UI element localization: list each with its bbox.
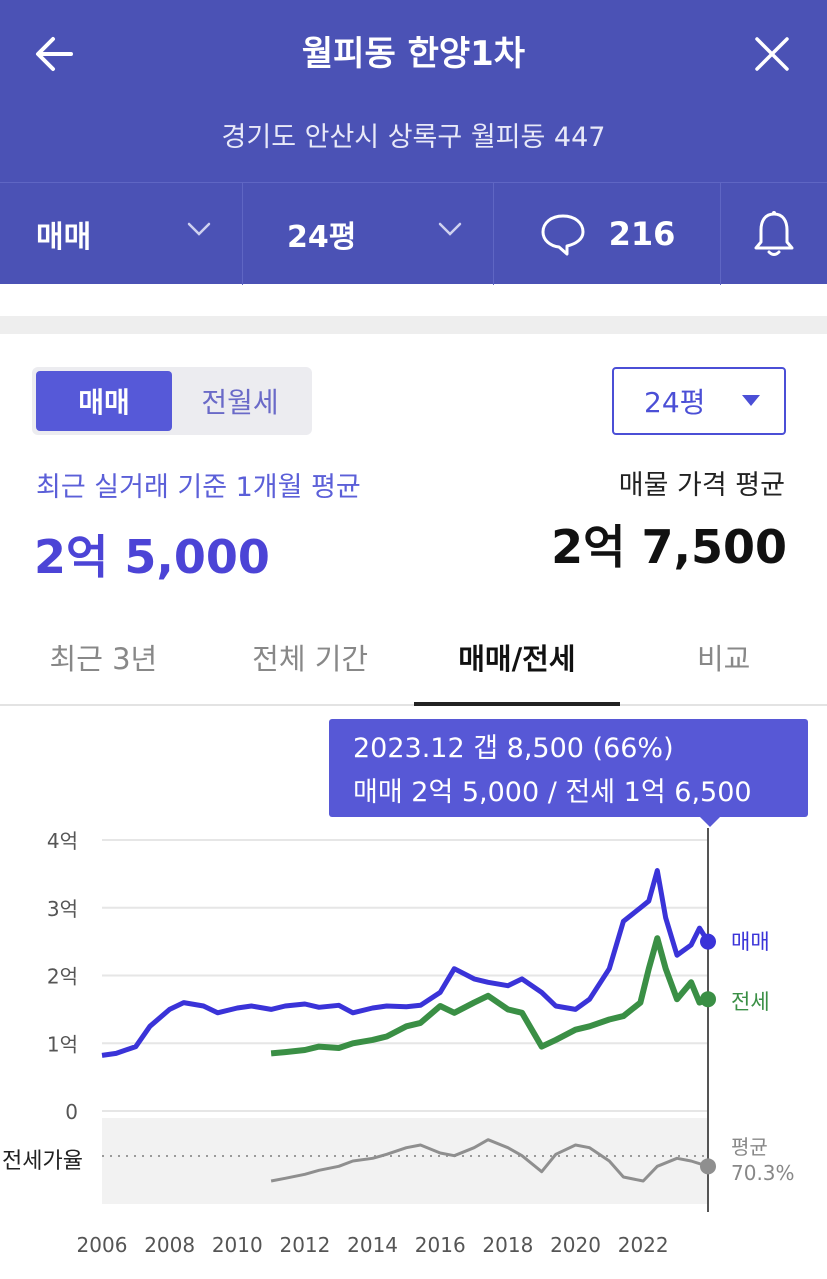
ratio-end-point [700, 1158, 716, 1175]
size-label: 24평 [287, 220, 357, 255]
x-tick-label: 2006 [77, 1233, 128, 1257]
listing-avg-value: 2억 7,500 [551, 520, 787, 574]
trade-segment-control: 매매 전월세 [32, 367, 312, 435]
tooltip-line-2: 매매 2억 5,000 / 전세 1억 6,500 [353, 777, 752, 808]
jeonse-series-line [270, 935, 710, 1057]
close-button[interactable] [748, 30, 796, 78]
jeonse-end-label: 전세 [731, 990, 770, 1014]
comment-count: 216 [608, 215, 676, 253]
chevron-down-icon [187, 222, 211, 236]
sale-end-label: 매매 [731, 930, 770, 954]
app-header: 월피동 한양1차 경기도 안산시 상록구 월피동 447 매매 24평 216 [0, 0, 827, 285]
tab-compare[interactable]: 비교 [696, 642, 751, 676]
trade-type-dropdown[interactable]: 매매 [0, 183, 243, 285]
ratio-series-line [270, 1138, 709, 1183]
segment-rent[interactable]: 전월세 [201, 386, 279, 419]
tab-sale-jeonse[interactable]: 매매/전세 [413, 610, 621, 706]
x-tick-label: 2010 [212, 1233, 263, 1257]
ratio-label: 전세가율 [2, 1149, 83, 1174]
y-tick-label: 2억 [47, 965, 78, 989]
chevron-down-icon [438, 222, 462, 236]
tab-recent-3y[interactable]: 최근 3년 [49, 642, 158, 676]
ratio-band [102, 1118, 708, 1204]
x-axis-labels: 2006 2008 2010 2012 2014 2016 2018 2020 2022 [77, 1233, 669, 1257]
x-tick-label: 2016 [415, 1233, 466, 1257]
jeonse-end-point [700, 991, 716, 1008]
listing-avg-label: 매물 가격 평균 [618, 470, 785, 501]
notification-button[interactable] [721, 183, 827, 285]
comment-bubble-icon [541, 214, 585, 256]
header-filter-bar: 매매 24평 216 [0, 182, 827, 285]
recent-avg-label: 최근 실거래 기준 1개월 평균 [36, 472, 361, 503]
tooltip-line-1: 2023.12 갭 8,500 (66%) [353, 733, 674, 764]
x-tick-label: 2008 [144, 1233, 195, 1257]
x-tick-label: 2020 [550, 1233, 601, 1257]
x-tick-label: 2012 [279, 1233, 330, 1257]
recent-avg-value: 2억 5,000 [34, 530, 270, 584]
page-title: 월피동 한양1차 [301, 34, 526, 74]
segment-sale[interactable]: 매매 [36, 371, 172, 431]
size-select[interactable]: 24평 [612, 367, 786, 435]
bell-icon [754, 211, 794, 256]
comments-button[interactable]: 216 [494, 183, 721, 285]
size-dropdown[interactable]: 24평 [243, 183, 494, 285]
x-tick-label: 2018 [482, 1233, 533, 1257]
period-tabs: 최근 3년 전체 기간 매매/전세 비교 [0, 610, 827, 706]
y-tick-label: 1억 [47, 1032, 78, 1056]
caret-down-icon [742, 395, 760, 406]
y-tick-label: 4억 [47, 829, 78, 853]
tab-all-period[interactable]: 전체 기간 [252, 642, 369, 676]
back-arrow-icon [36, 37, 73, 71]
y-axis-labels: 4억 3억 2억 1억 0 [47, 829, 78, 1124]
y-tick-label: 3억 [47, 897, 78, 921]
ratio-avg-label: 평균 [731, 1135, 768, 1159]
x-tick-label: 2014 [347, 1233, 398, 1257]
sale-series-line [101, 868, 711, 1058]
x-tick-label: 2022 [618, 1233, 669, 1257]
y-tick-label: 0 [65, 1100, 78, 1124]
trade-type-label: 매매 [36, 220, 92, 255]
address-text: 경기도 안산시 상록구 월피동 447 [221, 122, 606, 153]
sale-end-point [700, 933, 716, 950]
back-button[interactable] [30, 30, 78, 78]
section-divider [0, 316, 827, 334]
size-select-value: 24평 [644, 386, 706, 419]
chart-grid [102, 839, 708, 1112]
ratio-avg-value: 70.3% [731, 1161, 795, 1185]
close-icon [755, 37, 789, 71]
chart-tooltip: 2023.12 갭 8,500 (66%) 매매 2억 5,000 / 전세 1… [329, 719, 808, 827]
